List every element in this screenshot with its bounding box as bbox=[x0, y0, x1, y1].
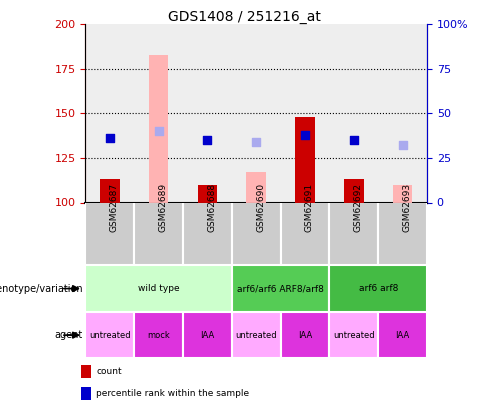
Bar bbox=[100, 179, 120, 202]
Text: untreated: untreated bbox=[333, 330, 375, 340]
Bar bbox=[344, 179, 364, 202]
Bar bbox=[295, 117, 315, 202]
Point bbox=[203, 137, 211, 143]
Text: arf6/arf6 ARF8/arf8: arf6/arf6 ARF8/arf8 bbox=[237, 284, 324, 293]
Text: GSM62688: GSM62688 bbox=[207, 183, 216, 232]
Text: wild type: wild type bbox=[138, 284, 180, 293]
Bar bbox=[81, 388, 91, 400]
Bar bbox=[393, 185, 412, 202]
Text: GSM62689: GSM62689 bbox=[159, 183, 167, 232]
Bar bbox=[183, 202, 232, 265]
Bar bbox=[232, 312, 281, 358]
Text: mock: mock bbox=[147, 330, 170, 340]
Text: count: count bbox=[96, 367, 122, 376]
Text: IAA: IAA bbox=[200, 330, 215, 340]
Bar bbox=[198, 185, 217, 202]
Text: arf6 arf8: arf6 arf8 bbox=[359, 284, 398, 293]
Text: GSM62692: GSM62692 bbox=[354, 183, 363, 232]
Bar bbox=[134, 312, 183, 358]
Bar bbox=[329, 312, 378, 358]
Bar bbox=[149, 55, 168, 202]
Text: untreated: untreated bbox=[235, 330, 277, 340]
Bar bbox=[246, 172, 266, 202]
Bar bbox=[281, 312, 329, 358]
Text: untreated: untreated bbox=[89, 330, 131, 340]
Bar bbox=[329, 202, 378, 265]
Bar bbox=[85, 265, 232, 312]
Point bbox=[350, 137, 358, 143]
Bar bbox=[81, 365, 91, 377]
Text: genotype/variation: genotype/variation bbox=[0, 284, 83, 294]
Bar bbox=[232, 202, 281, 265]
Text: GSM62691: GSM62691 bbox=[305, 183, 314, 232]
Text: GSM62690: GSM62690 bbox=[256, 183, 265, 232]
Point bbox=[301, 132, 309, 138]
Point bbox=[155, 128, 163, 134]
Point bbox=[106, 135, 114, 142]
Bar bbox=[378, 202, 427, 265]
Point bbox=[399, 142, 407, 149]
Text: IAA: IAA bbox=[298, 330, 312, 340]
Bar bbox=[183, 312, 232, 358]
Bar bbox=[281, 202, 329, 265]
Bar bbox=[85, 202, 134, 265]
Bar bbox=[378, 312, 427, 358]
Bar bbox=[134, 202, 183, 265]
Bar bbox=[232, 265, 329, 312]
Text: GSM62693: GSM62693 bbox=[403, 183, 411, 232]
Text: IAA: IAA bbox=[395, 330, 410, 340]
Bar bbox=[85, 312, 134, 358]
Text: GDS1408 / 251216_at: GDS1408 / 251216_at bbox=[167, 10, 321, 24]
Text: percentile rank within the sample: percentile rank within the sample bbox=[96, 389, 249, 398]
Text: agent: agent bbox=[55, 330, 83, 340]
Bar bbox=[329, 265, 427, 312]
Text: GSM62687: GSM62687 bbox=[110, 183, 119, 232]
Point bbox=[252, 139, 260, 145]
